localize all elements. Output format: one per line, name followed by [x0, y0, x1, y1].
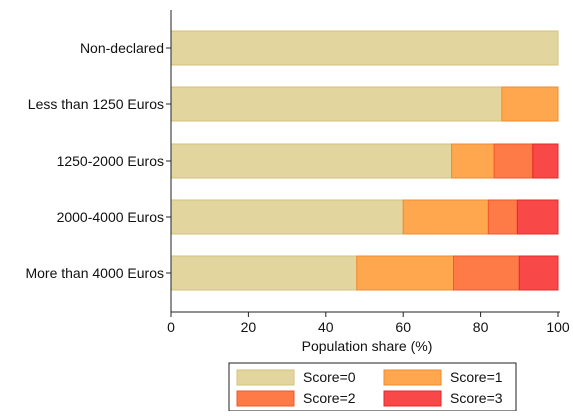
legend-swatch — [383, 390, 442, 407]
bar-segment — [501, 86, 559, 122]
bar-segment — [170, 143, 453, 179]
bar-segment — [356, 255, 455, 291]
bar-segment — [516, 199, 559, 235]
category-labels: Non-declared Less than 1250 Euros 1250-200… — [25, 40, 171, 281]
legend-swatch — [236, 369, 295, 386]
bar-segment — [170, 199, 404, 235]
bar-segment — [532, 143, 559, 179]
plot-area — [170, 30, 559, 291]
legend-swatch — [383, 369, 442, 386]
category-label: More than 4000 Euros — [25, 265, 164, 281]
x-tick-label: 20 — [241, 319, 257, 335]
bar-segment — [453, 255, 520, 291]
x-axis-ticks: 0 20 40 60 80 100 — [167, 312, 570, 335]
bar-segment — [451, 143, 495, 179]
bar-segment — [493, 143, 534, 179]
bar-segment — [402, 199, 489, 235]
category-label: 1250-2000 Euros — [57, 153, 164, 169]
x-axis-title: Population share (%) — [302, 338, 433, 354]
category-label: Non-declared — [80, 40, 164, 56]
legend-label: Score=1 — [450, 369, 503, 385]
x-tick-label: 80 — [473, 319, 489, 335]
x-tick-label: 40 — [318, 319, 334, 335]
category-label: 2000-4000 Euros — [57, 209, 164, 225]
x-tick-label: 60 — [395, 319, 411, 335]
bar-segment — [170, 255, 358, 291]
legend-swatch — [236, 390, 295, 407]
bar-segment — [518, 255, 559, 291]
x-tick-label: 100 — [546, 319, 570, 335]
legend-label: Score=3 — [450, 390, 503, 406]
legend: Score=0 Score=1 Score=2 Score=3 — [236, 369, 503, 407]
legend-label: Score=2 — [303, 390, 356, 406]
category-label: Less than 1250 Euros — [28, 96, 164, 112]
x-tick-label: 0 — [167, 319, 175, 335]
bar-segment — [170, 86, 503, 122]
bar-segment — [487, 199, 518, 235]
bar-segment — [170, 30, 559, 66]
legend-label: Score=0 — [303, 369, 356, 385]
